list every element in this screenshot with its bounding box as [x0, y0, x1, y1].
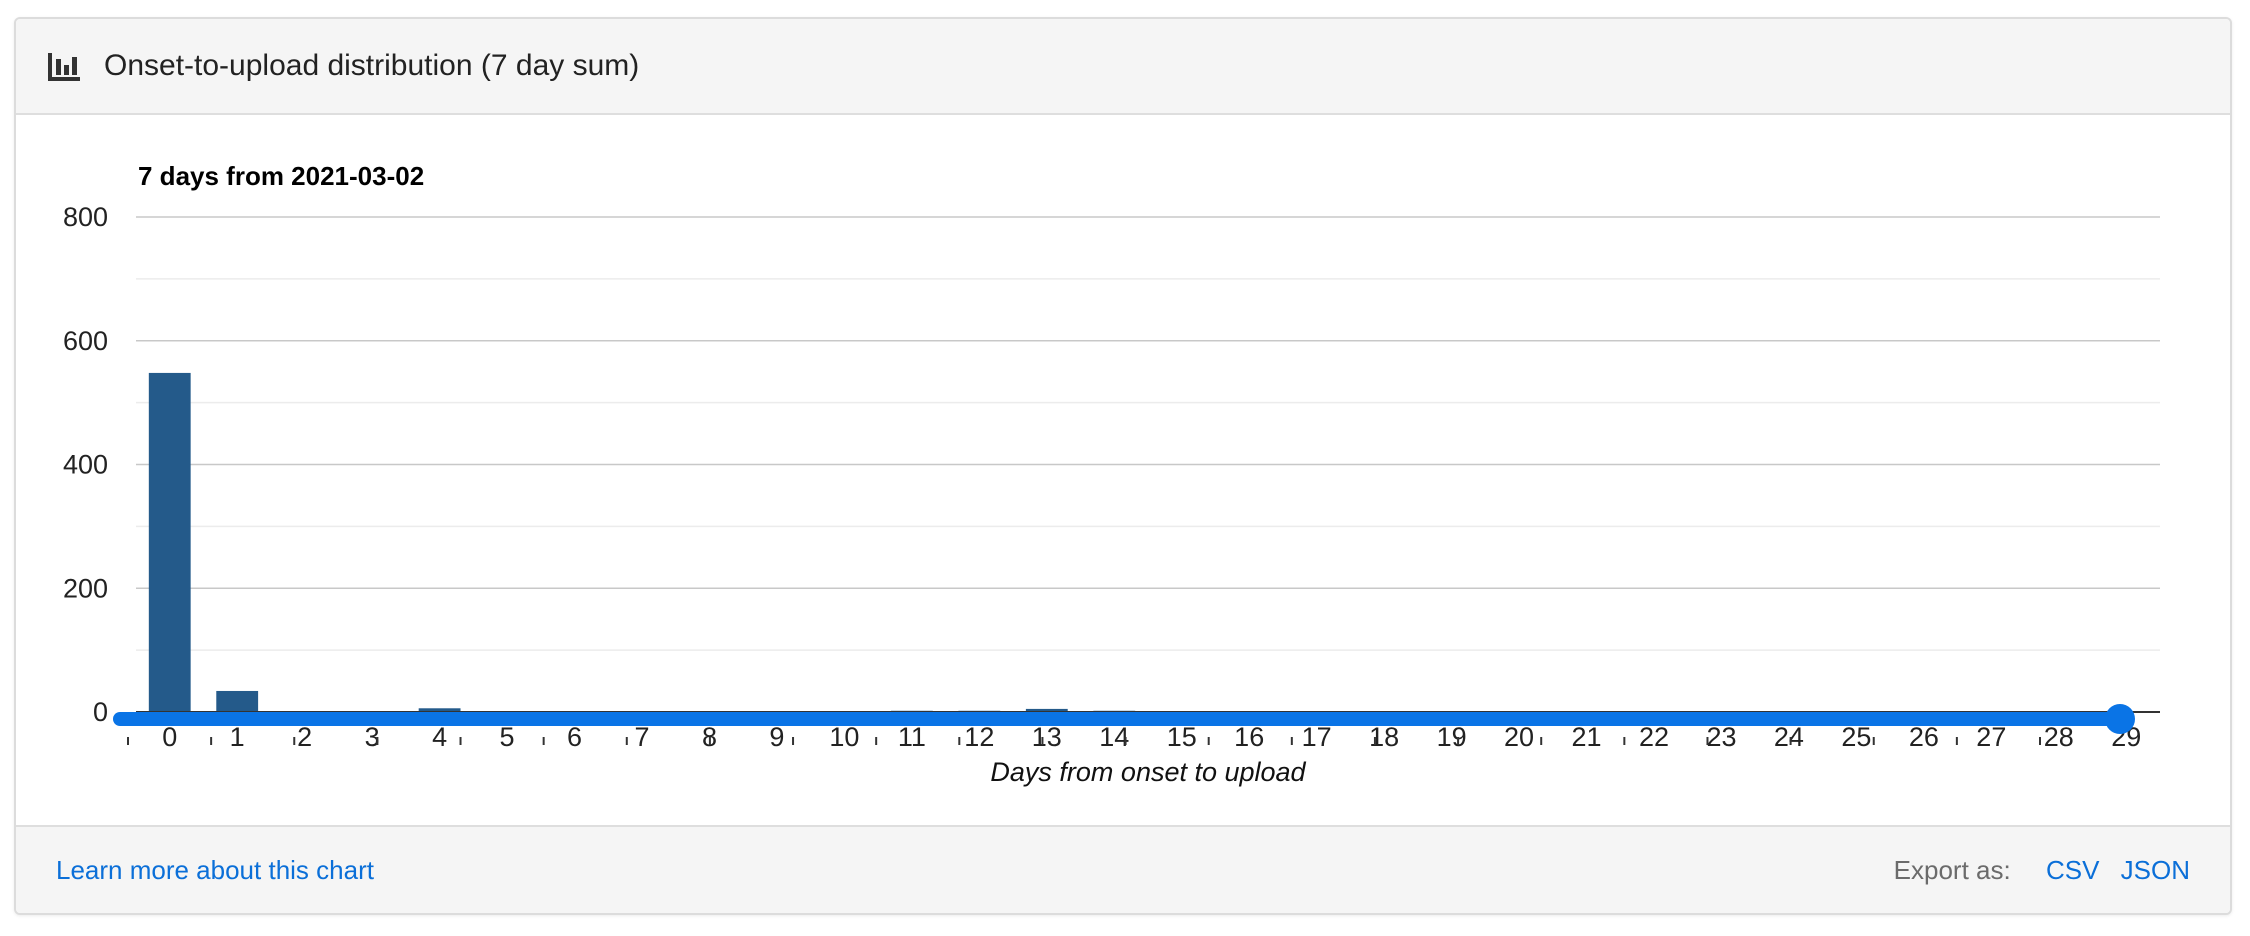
- x-tick-label: 7: [634, 722, 649, 752]
- learn-more-link[interactable]: Learn more about this chart: [56, 855, 374, 885]
- x-tick-label: 21: [1572, 722, 1602, 752]
- card-footer: Learn more about this chart Export as: C…: [16, 825, 2230, 913]
- bar-0: [148, 372, 191, 712]
- card-title: Onset-to-upload distribution (7 day sum): [104, 49, 640, 82]
- x-axis-label: Days from onset to upload: [990, 757, 1306, 787]
- x-tick-label: 17: [1302, 722, 1332, 752]
- x-tick-label: 28: [2044, 722, 2074, 752]
- x-tick-label: 20: [1504, 722, 1534, 752]
- card-header: Onset-to-upload distribution (7 day sum): [16, 19, 2230, 115]
- export-label: Export as:: [1893, 855, 2011, 885]
- x-tick-label: 22: [1639, 722, 1669, 752]
- x-tick-label: 18: [1369, 722, 1399, 752]
- x-tick-label: 27: [1976, 722, 2006, 752]
- x-tick-label: 10: [829, 722, 859, 752]
- x-tick-label: 0: [162, 722, 177, 752]
- chart-title: 7 days from 2021-03-02: [138, 161, 424, 191]
- x-tick-label: 16: [1234, 722, 1264, 752]
- export-csv-link[interactable]: CSV: [2045, 855, 2100, 885]
- x-tick-label: 15: [1167, 722, 1197, 752]
- x-tick-label: 23: [1706, 722, 1736, 752]
- y-tick-label: 800: [63, 202, 108, 232]
- x-tick-label: 6: [567, 722, 582, 752]
- x-tick-label: 11: [898, 722, 926, 752]
- x-tick-label: 3: [365, 722, 380, 752]
- bar-chart-icon: [48, 53, 80, 81]
- x-tick-label: 5: [500, 722, 515, 752]
- x-tick-label: 24: [1774, 722, 1804, 752]
- x-tick-label: 2: [297, 722, 312, 752]
- bar-1: [216, 690, 259, 712]
- bar-13: [1025, 708, 1068, 712]
- x-tick-label: 4: [432, 722, 447, 752]
- x-tick-label: 13: [1032, 722, 1062, 752]
- bar-4: [418, 708, 461, 712]
- export-json-link[interactable]: JSON: [2120, 855, 2190, 885]
- x-tick-label: 12: [964, 722, 994, 752]
- x-tick-label: 19: [1437, 722, 1467, 752]
- y-tick-label: 400: [63, 450, 108, 480]
- x-tick-label: 14: [1099, 722, 1129, 752]
- x-tick-label: 25: [1841, 722, 1871, 752]
- chart-card: Onset-to-upload distribution (7 day sum)…: [14, 17, 2232, 915]
- x-tick-label: 9: [769, 722, 784, 752]
- y-tick-label: 0: [93, 697, 108, 727]
- x-tick-label: 1: [230, 722, 245, 752]
- export-controls: Export as: CSV JSON: [1894, 855, 2190, 885]
- range-slider-handle[interactable]: [2105, 704, 2135, 734]
- y-tick-label: 200: [63, 573, 108, 603]
- y-tick-label: 600: [63, 326, 108, 356]
- x-tick-label: 26: [1909, 722, 1939, 752]
